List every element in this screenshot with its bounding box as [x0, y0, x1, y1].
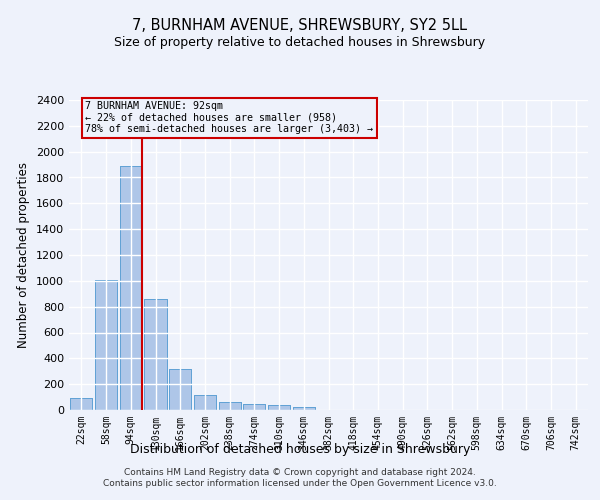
Bar — [293, 408, 315, 410]
Bar — [268, 406, 290, 410]
Bar — [119, 166, 142, 410]
Bar — [194, 395, 216, 410]
Bar — [218, 402, 241, 410]
Bar — [268, 406, 290, 410]
Bar — [169, 370, 191, 410]
Text: Distribution of detached houses by size in Shrewsbury: Distribution of detached houses by size … — [130, 442, 470, 456]
Text: Size of property relative to detached houses in Shrewsbury: Size of property relative to detached ho… — [115, 36, 485, 49]
Bar — [119, 166, 142, 410]
Bar — [95, 280, 117, 410]
Text: 7, BURNHAM AVENUE, SHREWSBURY, SY2 5LL: 7, BURNHAM AVENUE, SHREWSBURY, SY2 5LL — [133, 18, 467, 32]
Bar — [145, 299, 167, 410]
Bar — [293, 408, 315, 410]
Bar — [243, 404, 265, 410]
Bar — [70, 398, 92, 410]
Bar — [145, 299, 167, 410]
Bar — [243, 404, 265, 410]
Y-axis label: Number of detached properties: Number of detached properties — [17, 162, 31, 348]
Text: Contains HM Land Registry data © Crown copyright and database right 2024.
Contai: Contains HM Land Registry data © Crown c… — [103, 468, 497, 487]
Bar — [70, 398, 92, 410]
Bar — [218, 402, 241, 410]
Text: 7 BURNHAM AVENUE: 92sqm
← 22% of detached houses are smaller (958)
78% of semi-d: 7 BURNHAM AVENUE: 92sqm ← 22% of detache… — [85, 102, 373, 134]
Bar — [95, 280, 117, 410]
Bar — [169, 370, 191, 410]
Bar — [194, 395, 216, 410]
